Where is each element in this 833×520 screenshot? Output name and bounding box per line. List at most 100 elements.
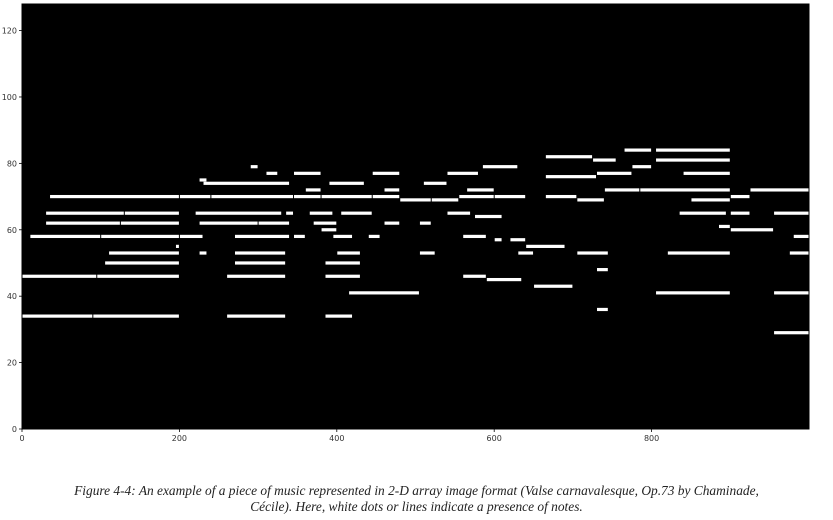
notes-layer	[22, 148, 809, 335]
note-segment	[419, 221, 431, 225]
note-segment	[624, 148, 652, 152]
x-tick-label: 0	[19, 434, 24, 443]
note-segment	[577, 198, 604, 202]
y-tick-label: 100	[2, 93, 17, 102]
note-segment	[597, 171, 632, 175]
caption-line-2: Cécile). Here, white dots or lines indic…	[250, 499, 583, 514]
note-segment	[22, 314, 93, 318]
note-segment	[667, 251, 730, 255]
note-segment	[203, 181, 290, 185]
note-segment	[494, 238, 502, 242]
note-segment	[333, 234, 353, 239]
note-segment	[321, 194, 372, 199]
note-segment	[475, 214, 502, 219]
note-segment	[30, 234, 101, 239]
note-segment	[325, 314, 353, 318]
note-segment	[175, 244, 179, 248]
note-segment	[179, 234, 203, 239]
note-segment	[510, 238, 526, 242]
note-segment	[211, 194, 294, 199]
note-segment	[22, 274, 97, 278]
axes-layer: 0 200 400 600 800 0 20 40 60 80 100 120	[2, 3, 810, 443]
note-segment	[341, 211, 372, 215]
note-segment	[227, 274, 286, 278]
note-segment	[97, 274, 179, 278]
note-segment	[400, 198, 431, 202]
note-segment	[683, 171, 730, 175]
note-segment	[349, 291, 419, 295]
note-segment	[234, 251, 286, 255]
note-segment	[258, 221, 290, 225]
note-segment	[604, 188, 640, 192]
x-tick-label: 400	[329, 434, 344, 443]
note-segment	[656, 291, 730, 295]
note-segment	[195, 211, 282, 215]
note-segment	[597, 307, 608, 312]
note-segment	[179, 194, 211, 199]
note-segment	[593, 158, 616, 162]
note-segment	[234, 261, 286, 265]
note-segment	[656, 148, 730, 152]
plot-area	[22, 4, 809, 429]
note-segment	[467, 188, 494, 192]
note-segment	[431, 198, 459, 202]
note-segment	[774, 331, 809, 335]
y-tick-label: 0	[12, 425, 17, 434]
note-segment	[526, 244, 565, 248]
y-tick-label: 80	[7, 159, 17, 168]
note-segment	[730, 228, 774, 232]
note-segment	[93, 314, 179, 318]
note-segment	[632, 165, 652, 169]
note-segment	[597, 268, 608, 272]
note-segment	[482, 165, 518, 169]
note-segment	[679, 211, 726, 215]
note-segment	[286, 211, 294, 215]
note-segment	[545, 175, 597, 179]
note-segment	[101, 234, 179, 239]
piano-roll-chart: 0 200 400 600 800 0 20 40 60 80 100 120	[2, 3, 810, 443]
note-segment	[774, 211, 809, 215]
note-segment	[545, 155, 593, 159]
x-tick-label: 600	[487, 434, 502, 443]
x-tick-label: 800	[644, 434, 659, 443]
y-tick-label: 120	[2, 27, 17, 36]
note-segment	[337, 251, 360, 255]
note-segment	[329, 181, 364, 185]
note-segment	[294, 171, 321, 175]
note-segment	[730, 194, 750, 199]
y-tick-label: 20	[7, 359, 17, 368]
note-segment	[789, 251, 809, 255]
note-segment	[494, 194, 526, 199]
note-segment	[718, 224, 730, 229]
y-tick-label: 40	[7, 292, 17, 301]
note-segment	[199, 251, 207, 255]
note-segment	[325, 274, 360, 278]
note-segment	[50, 194, 179, 199]
note-segment	[419, 251, 435, 255]
note-segment	[486, 277, 522, 282]
y-tick-label: 60	[7, 226, 17, 235]
note-segment	[325, 261, 360, 265]
note-segment	[305, 188, 321, 192]
note-segment	[109, 251, 179, 255]
note-segment	[384, 221, 400, 225]
note-segment	[372, 171, 400, 175]
note-segment	[46, 221, 120, 225]
note-segment	[227, 314, 286, 318]
note-segment	[120, 221, 179, 225]
x-tick-label: 200	[172, 434, 187, 443]
note-segment	[368, 234, 380, 239]
note-segment	[266, 171, 278, 175]
note-segment	[774, 291, 809, 295]
note-segment	[250, 165, 258, 169]
note-segment	[793, 234, 809, 239]
note-segment	[656, 158, 730, 162]
note-segment	[730, 211, 750, 215]
note-segment	[447, 211, 471, 215]
note-segment	[124, 211, 179, 215]
note-segment	[534, 284, 573, 288]
caption-line-1: Figure 4-4: An example of a piece of mus…	[74, 483, 759, 498]
note-segment	[691, 198, 730, 202]
note-segment	[640, 188, 730, 192]
note-segment	[46, 211, 124, 215]
